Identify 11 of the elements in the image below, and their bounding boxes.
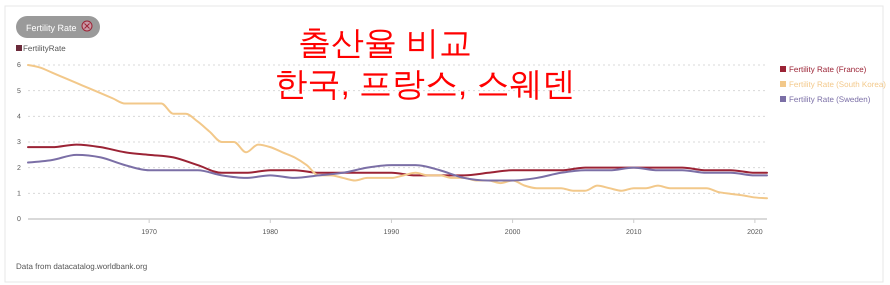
line-series bbox=[27, 64, 768, 200]
line-series bbox=[27, 144, 768, 176]
chart-title: 출산율 비교 bbox=[298, 24, 472, 61]
text: Data from datacatalog.worldbank.org bbox=[16, 262, 148, 271]
legend-label: Fertility Rate (France) bbox=[789, 65, 867, 74]
legend-label: Fertility Rate (Sweden) bbox=[789, 95, 871, 104]
text: Fertility Rate bbox=[26, 23, 77, 33]
chart-subtitle: 한국, 프랑스, 스웨덴 bbox=[274, 65, 576, 102]
y-axis-title: FertilityRate bbox=[23, 44, 66, 53]
line-series bbox=[27, 154, 768, 182]
legend-label: Fertility Rate (South Korea) bbox=[789, 80, 886, 89]
